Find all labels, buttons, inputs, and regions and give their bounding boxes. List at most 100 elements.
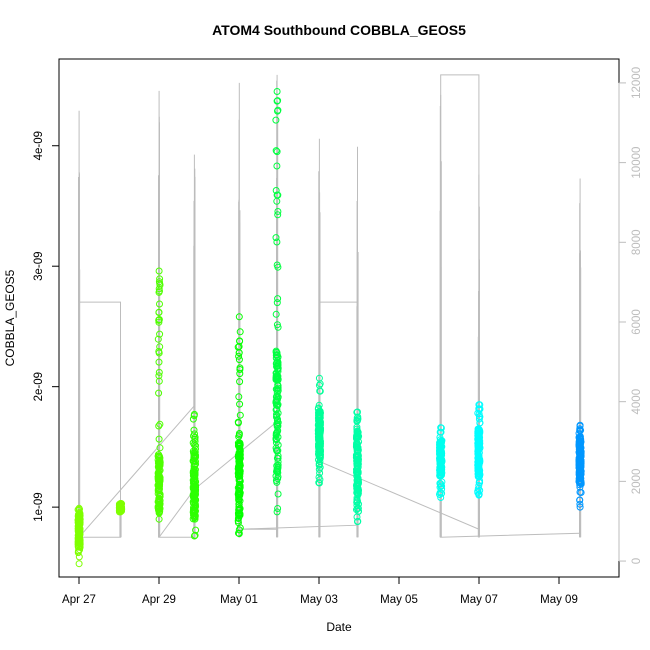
data-point <box>191 483 199 491</box>
data-point <box>575 443 583 451</box>
data-point <box>476 479 484 487</box>
y-tick-label: 3e-09 <box>33 251 45 280</box>
data-point <box>236 505 244 512</box>
data-point <box>234 419 242 427</box>
data-point <box>353 494 361 502</box>
x-tick-label: May 07 <box>460 594 498 606</box>
data-point <box>274 372 282 380</box>
data-point <box>273 357 281 364</box>
y-tick-label: 1e-09 <box>33 492 45 521</box>
data-point <box>436 441 444 449</box>
data-point <box>274 505 282 512</box>
data-point <box>576 496 584 504</box>
data-point <box>575 438 583 446</box>
data-point <box>315 408 323 416</box>
data-point <box>274 382 282 390</box>
data-point <box>191 430 198 438</box>
data-point <box>476 439 484 447</box>
data-point <box>272 429 280 437</box>
data-point <box>235 313 243 321</box>
data-point <box>316 414 324 422</box>
data-point <box>273 478 281 486</box>
data-point <box>316 425 324 433</box>
data-point <box>236 484 244 492</box>
data-point <box>577 450 585 457</box>
data-point <box>274 393 282 401</box>
y2-tick-label: 2000 <box>631 469 643 495</box>
data-point <box>236 443 243 450</box>
data-point <box>353 481 361 489</box>
secondary-path <box>77 74 581 538</box>
data-point <box>274 384 282 392</box>
y2-tick-label: 0 <box>631 558 643 564</box>
data-point <box>273 197 281 205</box>
data-point <box>155 267 163 275</box>
data-point <box>190 506 197 514</box>
data-point <box>437 459 445 467</box>
data-point <box>235 530 243 538</box>
x-tick-label: May 03 <box>300 594 338 606</box>
data-point <box>155 422 163 430</box>
data-point <box>155 348 163 355</box>
data-point <box>576 488 584 496</box>
y-tick-label: 2e-09 <box>33 372 45 401</box>
data-point <box>273 508 281 516</box>
data-point <box>575 468 583 476</box>
x-tick-label: May 01 <box>220 594 258 606</box>
data-point <box>234 517 242 525</box>
data-point <box>274 386 282 394</box>
data-point <box>75 504 83 512</box>
data-point <box>353 425 361 433</box>
data-point <box>272 234 280 242</box>
data-point <box>234 490 242 498</box>
data-point <box>155 368 163 376</box>
data-point <box>236 370 244 378</box>
data-point <box>353 428 361 436</box>
data-point <box>75 553 83 561</box>
data-point <box>474 439 482 447</box>
data-point <box>236 452 244 460</box>
data-point <box>316 421 324 429</box>
data-point <box>274 415 281 423</box>
y2-tick-label: 4000 <box>631 389 643 415</box>
data-point <box>74 543 82 551</box>
data-point <box>315 418 323 426</box>
data-point <box>475 468 483 476</box>
data-point <box>272 187 280 194</box>
data-point <box>437 424 445 432</box>
data-point <box>155 474 163 481</box>
y2-tick-label: 6000 <box>631 309 643 335</box>
data-point <box>274 295 282 303</box>
data-point <box>155 358 163 366</box>
data-point <box>475 426 483 434</box>
data-point <box>155 492 163 500</box>
data-point <box>155 389 163 397</box>
data-point <box>354 447 362 455</box>
data-point <box>74 511 82 519</box>
data-point <box>437 470 444 478</box>
data-point <box>474 487 482 495</box>
data-point <box>273 162 281 170</box>
data-point <box>475 410 483 418</box>
data-point <box>117 504 125 511</box>
data-point <box>235 470 243 478</box>
data-point <box>155 471 163 479</box>
data-point <box>235 352 243 360</box>
data-point <box>189 508 197 516</box>
y2-tick-label: 8000 <box>631 230 643 256</box>
x-tick-label: Apr 29 <box>142 594 176 606</box>
data-point <box>75 528 83 536</box>
data-point <box>354 413 362 421</box>
data-point <box>273 148 281 156</box>
data-point <box>354 415 362 423</box>
data-point <box>272 116 280 124</box>
data-point <box>274 106 282 114</box>
data-point <box>274 419 282 427</box>
data-point <box>273 465 281 473</box>
data-point <box>315 381 323 389</box>
data-point <box>576 500 584 508</box>
y2-tick-label: 12000 <box>631 67 643 99</box>
data-point <box>576 503 584 511</box>
data-point <box>189 415 197 423</box>
data-point <box>474 447 482 455</box>
